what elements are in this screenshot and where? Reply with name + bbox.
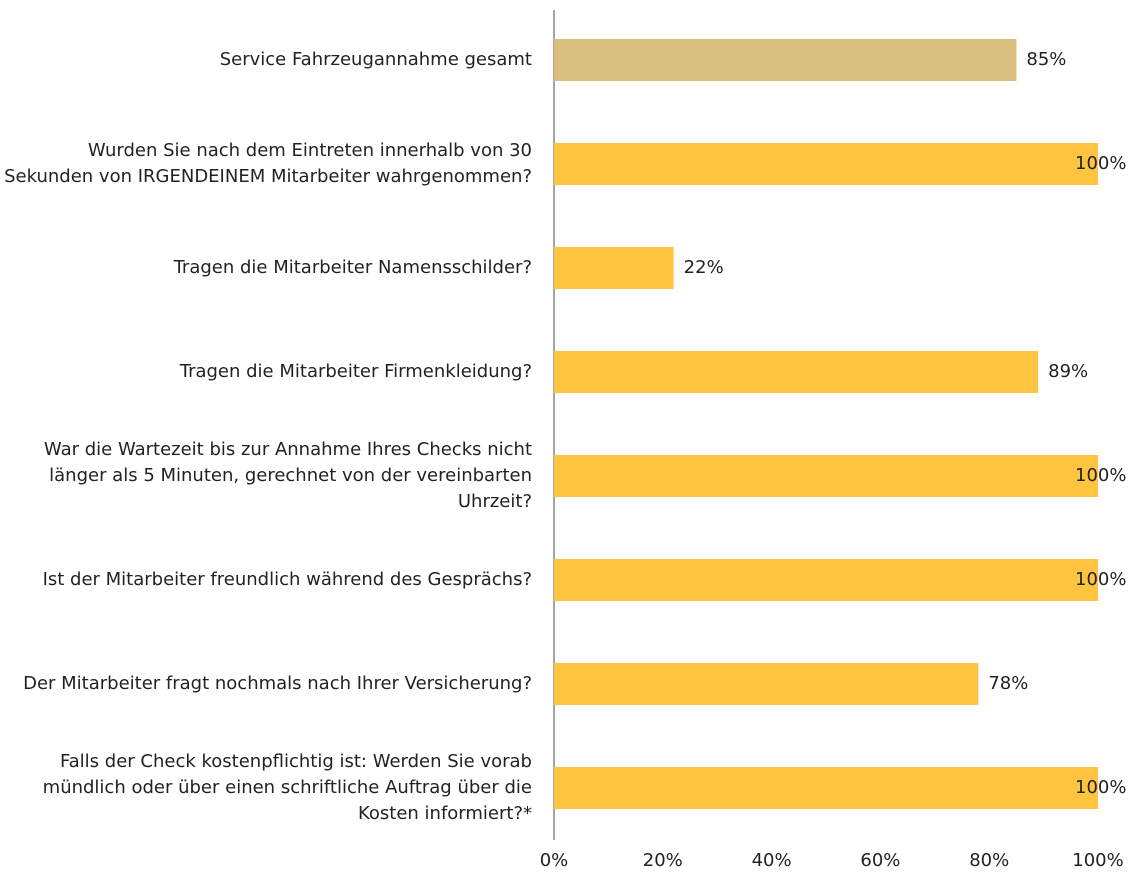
value-label: 85% (1026, 49, 1066, 70)
category-label: Service Fahrzeugannahme gesamt (219, 49, 532, 70)
bar (554, 351, 1039, 393)
x-tick-label: 80% (969, 850, 1009, 871)
category-label: Tragen die Mitarbeiter Firmenkleidung? (179, 361, 532, 382)
x-tick-label: 20% (643, 850, 683, 871)
bar (554, 247, 674, 289)
category-label: Tragen die Mitarbeiter Namensschilder? (173, 257, 532, 278)
category-label: Falls der Check kostenpflichtig ist: Wer… (42, 751, 532, 824)
category-label: Ist der Mitarbeiter freundlich während d… (42, 569, 532, 590)
bar (554, 455, 1098, 497)
x-tick-label: 100% (1072, 850, 1123, 871)
value-label: 100% (1075, 777, 1126, 798)
value-label: 22% (684, 257, 724, 278)
bar (554, 663, 979, 705)
category-label: Der Mitarbeiter fragt nochmals nach Ihre… (23, 673, 532, 694)
value-label: 100% (1075, 153, 1126, 174)
value-label: 100% (1075, 569, 1126, 590)
category-label: War die Wartezeit bis zur Annahme Ihres … (43, 439, 532, 512)
x-tick-label: 60% (860, 850, 900, 871)
bar (554, 559, 1098, 601)
bar (554, 767, 1098, 809)
x-tick-label: 40% (752, 850, 792, 871)
x-tick-label: 0% (540, 850, 569, 871)
value-label: 78% (988, 673, 1028, 694)
bar (554, 39, 1017, 81)
category-label: Wurden Sie nach dem Eintreten innerhalb … (4, 140, 532, 187)
bar (554, 143, 1098, 185)
value-label: 100% (1075, 465, 1126, 486)
value-label: 89% (1048, 361, 1088, 382)
